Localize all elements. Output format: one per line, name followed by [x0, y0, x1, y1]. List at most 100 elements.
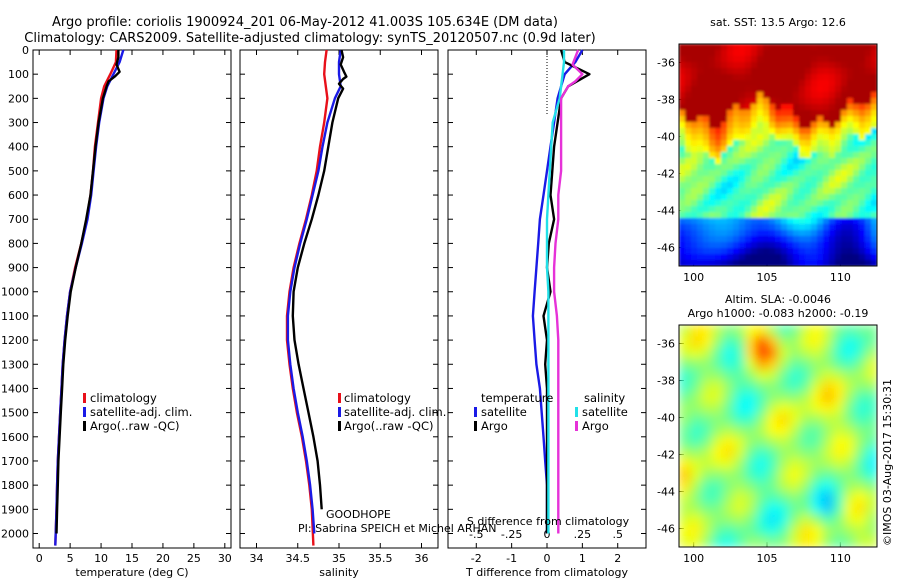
series-line-temperature-satellite: [531, 49, 584, 534]
lon-tick-label: 105: [757, 552, 778, 565]
x-tick-label: 20: [156, 552, 170, 565]
x-tick-label: 2: [614, 552, 621, 565]
lat-tick-label: -40: [657, 131, 675, 144]
salinity-xlabel: salinity: [319, 566, 359, 579]
legend-swatch-argo: [83, 421, 86, 431]
salinity-legend: climatology satellite-adj. clim. Argo(..…: [338, 391, 446, 433]
series-line-argo-raw-qc-: [291, 49, 348, 510]
legend-swatch-climatology: [83, 393, 86, 403]
depth-tick-label: 1500: [1, 407, 29, 420]
depth-tick-label: 1600: [1, 431, 29, 444]
difference-legend: temperature salinity satellite Argo sate…: [474, 391, 628, 433]
depth-tick-label: 2000: [1, 527, 29, 540]
lat-tick-label: -44: [657, 205, 675, 218]
temperature-legend: climatology satellite-adj. clim. Argo(..…: [83, 391, 192, 433]
legend-label-argo: Argo(..raw -QC): [90, 419, 180, 433]
x-tick-label: 10: [94, 552, 108, 565]
imos-timestamp: ©IMOS 03-Aug-2017 15:30:31: [881, 379, 894, 546]
lat-tick-label: -36: [657, 338, 675, 351]
lon-tick-label: 110: [830, 552, 851, 565]
s-tick-label: -.25: [501, 528, 522, 541]
title-line-1: Argo profile: coriolis 1900924_201 06-Ma…: [52, 15, 558, 30]
title-line-2: Climatology: CARS2009. Satellite-adjuste…: [24, 31, 596, 46]
depth-tick-label: 1800: [1, 479, 29, 492]
series-line-temperature-argo: [542, 49, 591, 534]
salinity-axes: [239, 49, 439, 549]
x-tick-label: 0: [36, 552, 43, 565]
legend-swatch-s-argo: [575, 421, 578, 431]
legend-swatch-s-satellite: [575, 407, 578, 417]
series-line-argo-raw-qc-: [55, 50, 121, 534]
x-tick-label: 25: [187, 552, 201, 565]
depth-tick-label: 1100: [1, 310, 29, 323]
depth-tick-label: 300: [8, 117, 29, 130]
legend-label-argo: Argo(..raw -QC): [344, 419, 434, 433]
depth-tick-label: 800: [8, 237, 29, 250]
lat-tick-label: -46: [657, 523, 675, 536]
depth-tick-label: 500: [8, 165, 29, 178]
series-line-satellite-adj-clim-: [286, 49, 342, 534]
x-tick-label: 35: [332, 552, 346, 565]
s-tick-label: .25: [574, 528, 592, 541]
series-line-salinity-argo: [552, 49, 584, 534]
series-line-climatology: [54, 49, 118, 546]
legend-swatch-climatology: [338, 393, 341, 403]
depth-tick-label: 100: [8, 68, 29, 81]
x-tick-label: 15: [125, 552, 139, 565]
legend-label-satellite: satellite-adj. clim.: [344, 405, 446, 419]
legend-swatch-satellite: [338, 407, 341, 417]
legend-swatch-t-satellite: [474, 407, 477, 417]
s-tick-label: .5: [612, 528, 623, 541]
legend-label-climatology: climatology: [344, 391, 411, 405]
legend-label-satellite: satellite-adj. clim.: [90, 405, 192, 419]
series-line-satellite-adj-clim-: [54, 49, 125, 546]
legend-swatch-t-argo: [474, 421, 477, 431]
annotation-goodhope: GOODHOPE: [326, 508, 391, 521]
depth-tick-label: 1900: [1, 503, 29, 516]
legend-label-s-satellite: satellite: [582, 405, 628, 419]
lon-tick-label: 105: [757, 271, 778, 284]
x-tick-label: 1: [579, 552, 586, 565]
s-tick-label: -.5: [469, 528, 483, 541]
lat-tick-label: -36: [657, 57, 675, 70]
lon-tick-label: 100: [683, 552, 704, 565]
x-tick-label: 34.5: [286, 552, 311, 565]
legend-header-temperature: temperature: [481, 391, 553, 405]
lat-tick-label: -44: [657, 486, 675, 499]
legend-label-t-argo: Argo: [481, 419, 508, 433]
annotation-pi: PI: Sabrina SPEICH et Michel ARHAN: [298, 522, 497, 535]
depth-tick-label: 1400: [1, 382, 29, 395]
legend-label-s-argo: Argo: [582, 419, 609, 433]
sla-map: [679, 325, 877, 547]
depth-tick-label: 700: [8, 213, 29, 226]
sst-map: [679, 44, 877, 266]
depth-tick-label: 600: [8, 189, 29, 202]
s-tick-label: 0: [544, 528, 551, 541]
temperature-axes: [32, 49, 232, 549]
sla-map-title-2: Argo h1000: -0.083 h2000: -0.19: [688, 307, 869, 320]
lat-tick-label: -38: [657, 375, 675, 388]
depth-tick-label: 1300: [1, 358, 29, 371]
legend-swatch-argo: [338, 421, 341, 431]
lat-tick-label: -46: [657, 242, 675, 255]
depth-tick-label: 1000: [1, 286, 29, 299]
x-tick-label: 35.5: [368, 552, 393, 565]
depth-tick-label: 0: [22, 44, 29, 57]
t-difference-xlabel: T difference from climatology: [465, 566, 628, 579]
s-difference-label: S difference from climatology: [467, 515, 630, 528]
lat-tick-label: -42: [657, 449, 675, 462]
legend-header-salinity: salinity: [584, 391, 625, 405]
x-tick-label: 34: [250, 552, 264, 565]
lat-tick-label: -40: [657, 412, 675, 425]
depth-tick-label: 1700: [1, 455, 29, 468]
sla-map-frame: [678, 324, 878, 548]
sla-map-title-1: Altim. SLA: -0.0046: [725, 293, 831, 306]
legend-label-t-satellite: satellite: [481, 405, 527, 419]
x-tick-label: 5: [67, 552, 74, 565]
lat-tick-label: -38: [657, 94, 675, 107]
lat-tick-label: -42: [657, 168, 675, 181]
sst-map-frame: [678, 43, 878, 267]
legend-label-climatology: climatology: [90, 391, 157, 405]
depth-tick-label: 200: [8, 92, 29, 105]
